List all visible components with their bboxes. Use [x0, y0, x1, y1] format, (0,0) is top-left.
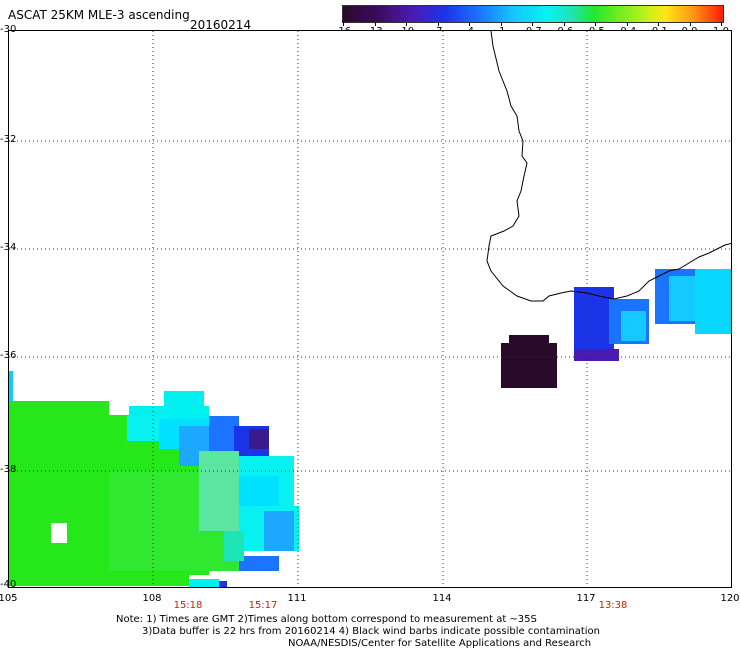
lon-label: 111: [287, 593, 307, 604]
colorbar-tick: [437, 22, 439, 26]
map-panel: [8, 30, 732, 588]
colorbar-tick: [406, 22, 407, 26]
lat-label: -40: [0, 579, 17, 590]
swath-right: [574, 269, 731, 361]
lon-label: 120: [720, 593, 740, 604]
colorbar-tick: [500, 22, 502, 26]
swath-dark-patch: [501, 335, 557, 388]
time-label-1: 15:18: [173, 600, 203, 611]
lat-label: -34: [0, 242, 17, 253]
colorbar-tick: [343, 22, 344, 26]
colorbar-tick: [626, 22, 628, 26]
note-line-1: Note: 1) Times are GMT 2)Times along bot…: [116, 614, 537, 625]
time-label-3: 13:38: [598, 600, 628, 611]
lon-label: 117: [576, 593, 596, 604]
lat-label: -36: [0, 350, 17, 361]
swath-left: [9, 371, 299, 587]
lon-label: 114: [432, 593, 452, 604]
lat-label: -38: [0, 464, 17, 475]
coastline: [486, 31, 731, 302]
colorbar-tick: [721, 22, 722, 26]
colorbar-tick: [374, 22, 376, 26]
note-line-3: NOAA/NESDIS/Center for Satellite Applica…: [288, 638, 592, 649]
lon-label: 108: [142, 593, 162, 604]
colorbar-tick: [532, 22, 533, 26]
colorbar-tick: [595, 22, 596, 26]
lon-label: 105: [0, 593, 18, 604]
colorbar: [342, 5, 724, 23]
map-title: ASCAT 25KM MLE-3 ascending: [8, 8, 190, 22]
time-label-2: 15:17: [248, 600, 278, 611]
colorbar-tick: [689, 22, 691, 26]
lat-label: -32: [0, 134, 17, 145]
colorbar-tick: [469, 22, 470, 26]
colorbar-tick: [658, 22, 659, 26]
map-date: 20160214: [190, 18, 252, 32]
note-line-2: 3)Data buffer is 22 hrs from 20160214 4)…: [142, 626, 600, 637]
colorbar-tick: [563, 22, 565, 26]
lat-label: -30: [0, 24, 17, 35]
map-grid: [9, 31, 731, 587]
map-svg: [9, 31, 731, 587]
